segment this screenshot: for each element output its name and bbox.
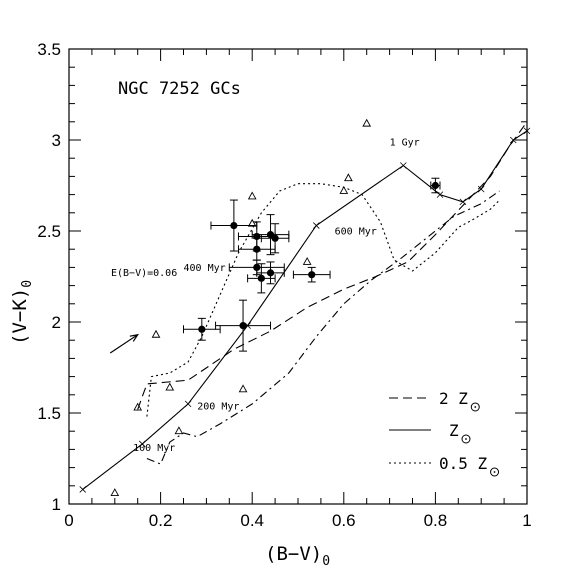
triangle-point xyxy=(110,488,120,497)
x-tick-label: 0 xyxy=(64,511,73,530)
triangle-point xyxy=(339,186,349,194)
triangle-point xyxy=(174,426,184,435)
x-tick-label: 0.8 xyxy=(424,511,448,530)
legend: 2 Z Z 0.5 Z xyxy=(389,389,500,477)
triangle-point xyxy=(247,191,257,200)
age-marker xyxy=(400,162,407,169)
age-label: 1 Gyr xyxy=(390,137,420,148)
gc-point xyxy=(256,261,285,285)
track-dashed xyxy=(137,121,528,410)
x-axis-label: (B−V)0 xyxy=(265,543,330,569)
reddening-label: E(B−V)=0.06 xyxy=(111,268,177,279)
reddening-arrow-head xyxy=(129,333,139,342)
solar-symbol-icon xyxy=(461,434,471,444)
y-axis-label: (V−K)0 xyxy=(9,280,35,345)
gc-marker xyxy=(431,181,439,190)
age-marker xyxy=(313,222,320,229)
y-tick-label: 3 xyxy=(52,131,61,150)
track-dotted xyxy=(146,183,500,417)
gc-marker xyxy=(257,274,265,282)
triangle-point xyxy=(247,218,257,227)
age-marker xyxy=(523,127,531,135)
age-label: 100 Myr xyxy=(133,443,175,454)
gc-marker xyxy=(266,269,275,277)
age-marker xyxy=(184,400,192,408)
solar-symbol-dot xyxy=(493,471,496,473)
triangle-point xyxy=(238,384,248,393)
age-label: 400 Myr xyxy=(184,263,226,274)
annotations: 100 Myr 200 Myr 400 Myr 600 Myr 1 Gyr E(B−V)=… xyxy=(109,137,420,454)
gc-marker xyxy=(198,325,206,333)
triangle-point xyxy=(151,329,161,338)
track-solid xyxy=(82,130,528,490)
triangle-point xyxy=(133,402,143,411)
gc-point xyxy=(292,266,331,283)
gc-point xyxy=(430,177,441,194)
data-points xyxy=(110,118,441,497)
solar-symbol-dot xyxy=(474,406,477,408)
gc-point xyxy=(210,199,258,252)
x-tick-label: 0.4 xyxy=(240,511,264,530)
solar-symbol-dot xyxy=(465,438,467,440)
age-label: 600 Myr xyxy=(335,227,377,238)
model-tracks xyxy=(79,121,531,493)
x-tick-label: 0.6 xyxy=(332,511,356,530)
legend-label: 0.5 Z xyxy=(439,454,488,473)
gc-marker xyxy=(308,271,316,279)
gc-point xyxy=(237,237,276,261)
legend-label: Z xyxy=(449,421,459,440)
track-dashdot xyxy=(146,190,500,465)
age-label: 200 Myr xyxy=(197,401,239,412)
reddening-arrow xyxy=(109,334,139,354)
gc-marker xyxy=(253,263,261,271)
legend-label: 2 Z xyxy=(439,389,468,408)
gc-marker xyxy=(230,221,238,230)
gc-point xyxy=(260,223,290,254)
triangle-point xyxy=(362,118,372,127)
x-tick-label: 1 xyxy=(522,511,531,530)
gc-marker xyxy=(239,322,247,330)
gc-point xyxy=(215,299,272,352)
gc-point xyxy=(183,317,221,341)
triangle-point xyxy=(302,257,312,265)
triangle-point xyxy=(344,173,353,182)
y-tick-label: 2.5 xyxy=(37,222,61,241)
x-tick-label: 0.2 xyxy=(149,511,173,530)
chart-title: NGC 7252 GCs xyxy=(118,79,241,99)
triangle-point xyxy=(165,382,175,391)
gc-marker xyxy=(253,245,261,253)
solar-symbol-icon xyxy=(470,402,480,412)
gc-marker xyxy=(271,234,279,242)
age-marker xyxy=(79,486,87,493)
y-tick-label: 1 xyxy=(52,495,61,514)
y-tick-label: 2 xyxy=(52,313,61,332)
axis-ticks: 0 0.2 0.4 0.6 0.8 1 1 1.5 2 2.5 3 3.5 xyxy=(37,40,531,530)
y-tick-label: 3.5 xyxy=(37,40,61,59)
solar-symbol-icon xyxy=(490,467,500,477)
gc-point xyxy=(251,214,290,256)
age-marker xyxy=(477,185,485,193)
age-marker xyxy=(138,440,146,448)
y-tick-label: 1.5 xyxy=(37,404,61,423)
